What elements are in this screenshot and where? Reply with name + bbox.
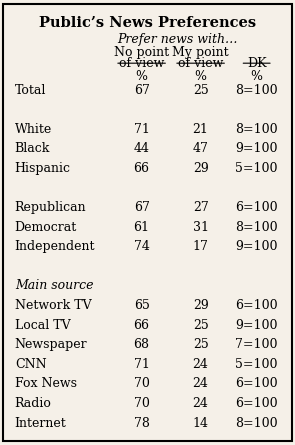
Text: 71: 71 bbox=[134, 123, 150, 136]
Text: of view: of view bbox=[178, 57, 223, 70]
Text: 21: 21 bbox=[193, 123, 209, 136]
Text: CNN: CNN bbox=[15, 358, 46, 371]
Text: Total: Total bbox=[15, 84, 46, 97]
Text: Local TV: Local TV bbox=[15, 319, 71, 332]
Text: of view: of view bbox=[119, 57, 164, 70]
Text: 74: 74 bbox=[134, 240, 150, 253]
Text: DK: DK bbox=[247, 57, 266, 70]
Text: My point: My point bbox=[172, 46, 229, 59]
Text: 25: 25 bbox=[193, 84, 209, 97]
Text: 9=100: 9=100 bbox=[235, 319, 278, 332]
Text: 61: 61 bbox=[134, 221, 150, 234]
Text: Network TV: Network TV bbox=[15, 299, 91, 312]
Text: Prefer news with…: Prefer news with… bbox=[117, 33, 237, 46]
Text: 29: 29 bbox=[193, 162, 209, 175]
Text: Newspaper: Newspaper bbox=[15, 338, 87, 351]
Text: 17: 17 bbox=[193, 240, 209, 253]
Text: Republican: Republican bbox=[15, 201, 86, 214]
Text: Black: Black bbox=[15, 142, 50, 155]
Text: 5=100: 5=100 bbox=[235, 358, 278, 371]
Text: Radio: Radio bbox=[15, 397, 52, 410]
Text: Independent: Independent bbox=[15, 240, 95, 253]
Text: 6=100: 6=100 bbox=[235, 397, 278, 410]
Text: 8=100: 8=100 bbox=[235, 221, 278, 234]
Text: 29: 29 bbox=[193, 299, 209, 312]
Text: 68: 68 bbox=[134, 338, 150, 351]
Text: 9=100: 9=100 bbox=[235, 142, 278, 155]
Text: Public’s News Preferences: Public’s News Preferences bbox=[39, 16, 256, 29]
Text: %: % bbox=[195, 70, 206, 83]
Text: 24: 24 bbox=[193, 397, 209, 410]
Text: 66: 66 bbox=[134, 162, 150, 175]
Text: No point: No point bbox=[114, 46, 169, 59]
Text: 24: 24 bbox=[193, 358, 209, 371]
Text: 14: 14 bbox=[193, 417, 209, 429]
Text: 70: 70 bbox=[134, 377, 150, 390]
Text: 8=100: 8=100 bbox=[235, 84, 278, 97]
Text: 9=100: 9=100 bbox=[235, 240, 278, 253]
Text: 66: 66 bbox=[134, 319, 150, 332]
Text: 44: 44 bbox=[134, 142, 150, 155]
Text: 71: 71 bbox=[134, 358, 150, 371]
Text: 25: 25 bbox=[193, 338, 209, 351]
Text: 8=100: 8=100 bbox=[235, 417, 278, 429]
Text: Internet: Internet bbox=[15, 417, 66, 429]
Text: 67: 67 bbox=[134, 201, 150, 214]
Text: 6=100: 6=100 bbox=[235, 377, 278, 390]
Text: 7=100: 7=100 bbox=[235, 338, 278, 351]
Text: 5=100: 5=100 bbox=[235, 162, 278, 175]
Text: 78: 78 bbox=[134, 417, 150, 429]
Text: 27: 27 bbox=[193, 201, 209, 214]
Text: 8=100: 8=100 bbox=[235, 123, 278, 136]
Text: %: % bbox=[136, 70, 148, 83]
Text: 31: 31 bbox=[193, 221, 209, 234]
Text: Democrat: Democrat bbox=[15, 221, 77, 234]
Text: 65: 65 bbox=[134, 299, 150, 312]
Text: Main source: Main source bbox=[15, 279, 93, 292]
Text: 70: 70 bbox=[134, 397, 150, 410]
Text: 6=100: 6=100 bbox=[235, 299, 278, 312]
FancyBboxPatch shape bbox=[3, 4, 292, 441]
Text: 6=100: 6=100 bbox=[235, 201, 278, 214]
Text: 67: 67 bbox=[134, 84, 150, 97]
Text: Hispanic: Hispanic bbox=[15, 162, 71, 175]
Text: %: % bbox=[251, 70, 263, 83]
Text: 25: 25 bbox=[193, 319, 209, 332]
Text: 47: 47 bbox=[193, 142, 209, 155]
Text: Fox News: Fox News bbox=[15, 377, 77, 390]
Text: 24: 24 bbox=[193, 377, 209, 390]
Text: White: White bbox=[15, 123, 52, 136]
